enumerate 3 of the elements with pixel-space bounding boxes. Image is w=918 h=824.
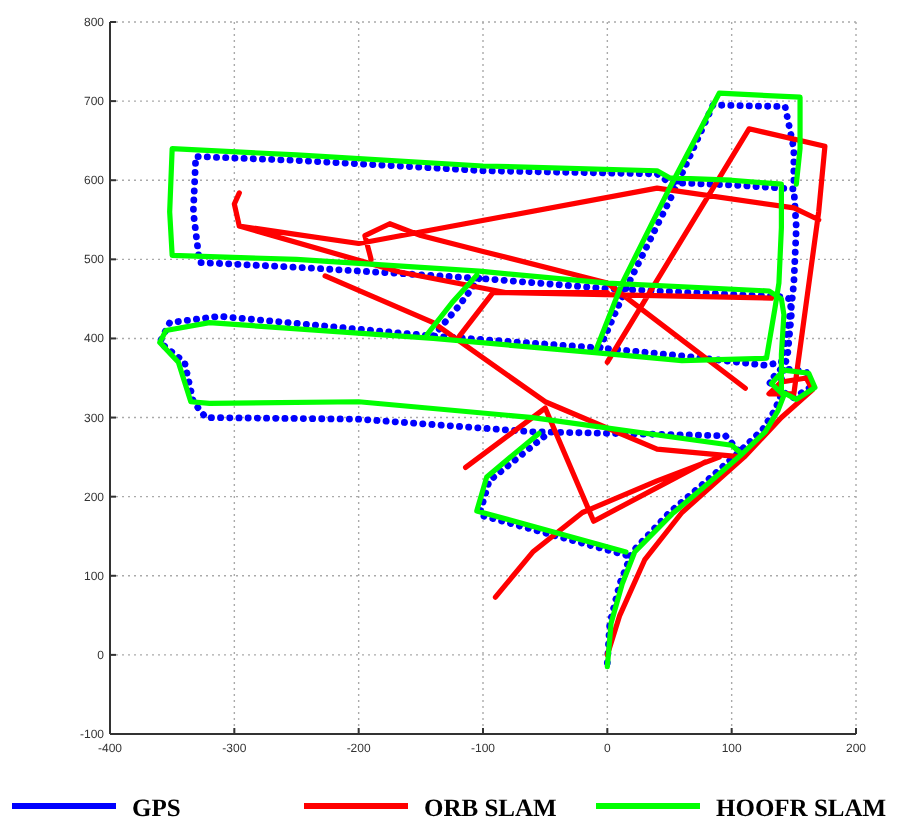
legend-label: HOOFR SLAM [716,794,887,822]
legend-label: GPS [132,794,181,822]
legend-label: ORB SLAM [424,794,558,822]
